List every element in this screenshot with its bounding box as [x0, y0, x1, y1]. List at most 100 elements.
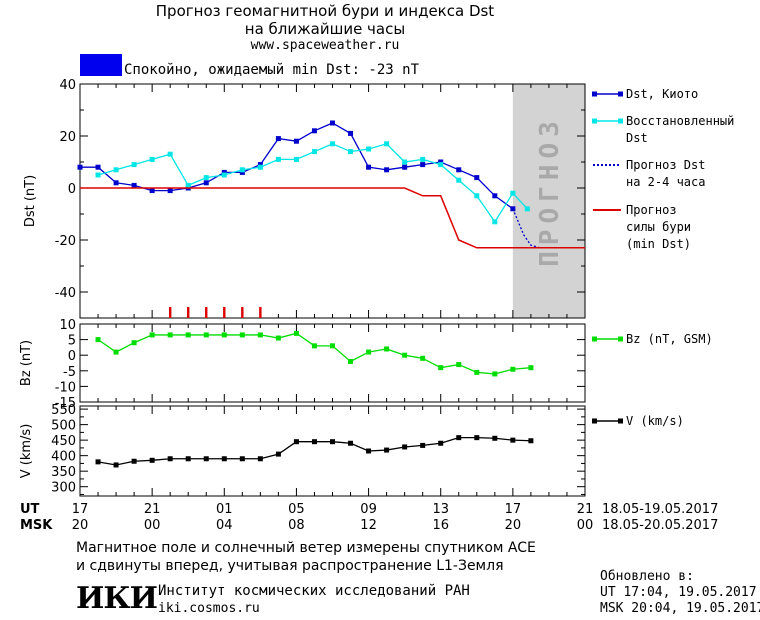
y-tick-label: 0 [68, 182, 76, 197]
data-point [348, 149, 354, 155]
data-point [221, 169, 227, 175]
footer-note-line2: и сдвинуты вперед, учитывая распростране… [76, 558, 504, 574]
x-tick-label-msk: 20 [505, 518, 522, 533]
data-point [474, 435, 480, 441]
data-point [131, 340, 137, 346]
data-point [330, 343, 335, 349]
data-point [293, 330, 299, 336]
data-point [113, 349, 119, 355]
panel-frame [79, 405, 586, 497]
data-point [221, 332, 227, 338]
legend-dst-restored-label: Dst [626, 131, 648, 145]
data-point [95, 337, 101, 343]
data-point [257, 164, 263, 170]
data-point [438, 159, 444, 165]
status-text: Спокойно, ожидаемый min Dst: -23 nT [124, 62, 420, 78]
y-tick-label: 5 [68, 334, 76, 349]
legend-v-label: V (km/s) [626, 414, 684, 428]
data-point [438, 365, 444, 371]
data-point [348, 358, 354, 364]
panel-frame [79, 323, 586, 403]
footer-note-line1: Магнитное поле и солнечный ветер измерен… [76, 540, 536, 556]
data-point [474, 175, 480, 181]
data-point [95, 459, 101, 465]
x-tick-label-ut: 17 [505, 502, 522, 517]
legend-dst-kyoto-label: Dst, Киото [626, 87, 698, 101]
data-point [167, 188, 173, 194]
data-point [474, 369, 480, 375]
y-tick-label: 500 [51, 419, 76, 434]
x-tick-label-ut: 01 [216, 502, 233, 517]
data-point [330, 439, 335, 445]
data-point [420, 156, 426, 162]
data-point [492, 435, 498, 441]
x-tick-label-ut: 21 [577, 502, 594, 517]
data-point [366, 349, 372, 355]
data-point [366, 448, 372, 454]
y-tick-label: 400 [51, 450, 76, 465]
data-point [221, 172, 227, 178]
data-point [456, 167, 462, 173]
series-line [97, 332, 531, 375]
data-point [275, 451, 281, 457]
data-point [167, 151, 173, 157]
y-tick-label: -10 [55, 380, 76, 395]
legend-v-swatch [618, 418, 623, 424]
y-axis-label: V (km/s) [19, 424, 34, 479]
x-tick-label-ut: 21 [144, 502, 161, 517]
data-point [366, 146, 372, 152]
data-point [420, 162, 426, 168]
data-point [167, 456, 173, 462]
x-tick-label-msk: 04 [216, 518, 233, 533]
legend-dst-restored-label: Восстановленный [626, 114, 734, 128]
source-url[interactable]: www.spaceweather.ru [250, 38, 400, 53]
data-point [131, 162, 137, 168]
x-tick-label-msk: 08 [288, 518, 305, 533]
y-tick-label: 10 [59, 318, 76, 333]
data-point [384, 167, 390, 173]
forecast-label: ПРОГНОЗ [535, 115, 565, 267]
data-point [402, 164, 408, 170]
x-tick-label-msk: 00 [144, 518, 161, 533]
institute-url[interactable]: iki.cosmos.ru [158, 601, 260, 616]
legend-bz-label: Bz (nT, GSM) [626, 332, 713, 346]
data-point [293, 439, 299, 445]
y-tick-label: -20 [55, 234, 76, 249]
data-point [95, 172, 101, 178]
chart-subtitle: на ближайшие часы [244, 20, 406, 38]
data-point [311, 343, 317, 349]
y-tick-label: -5 [63, 365, 76, 380]
data-point [113, 167, 119, 173]
data-point [293, 156, 299, 162]
data-point [203, 332, 209, 338]
legend-dst-forecast-label: Прогноз Dst [626, 158, 705, 172]
msk-axis-label: MSK [20, 518, 53, 533]
data-point [492, 371, 498, 377]
y-axis-label: Bz (nT) [19, 340, 34, 386]
institute-name: Институт космических исследований РАН [158, 583, 470, 599]
data-point [366, 164, 372, 170]
data-point [149, 156, 155, 162]
storm-marker [168, 307, 172, 318]
data-point [311, 128, 317, 134]
data-point [257, 456, 263, 462]
data-point [420, 355, 426, 361]
ut-date-range: 18.05-19.05.2017 [602, 502, 718, 517]
data-point [293, 138, 299, 144]
y-tick-label: 450 [51, 434, 76, 449]
ut-axis-label: UT [20, 502, 40, 517]
data-point [275, 156, 281, 162]
legend-dst-kyoto-swatch [592, 91, 597, 97]
y-tick-label: -15 [55, 396, 76, 411]
x-tick-label-ut: 17 [72, 502, 89, 517]
y-tick-label: 300 [51, 481, 76, 496]
legend-dst-restored-swatch [592, 118, 597, 124]
data-point [185, 332, 191, 338]
data-point [275, 335, 281, 341]
data-point [528, 438, 534, 444]
panel-frame [79, 83, 586, 319]
legend-storm-forecast-label: силы бури [626, 220, 691, 234]
data-point [510, 437, 516, 443]
updated-msk: MSK 20:04, 19.05.2017 [600, 601, 760, 616]
